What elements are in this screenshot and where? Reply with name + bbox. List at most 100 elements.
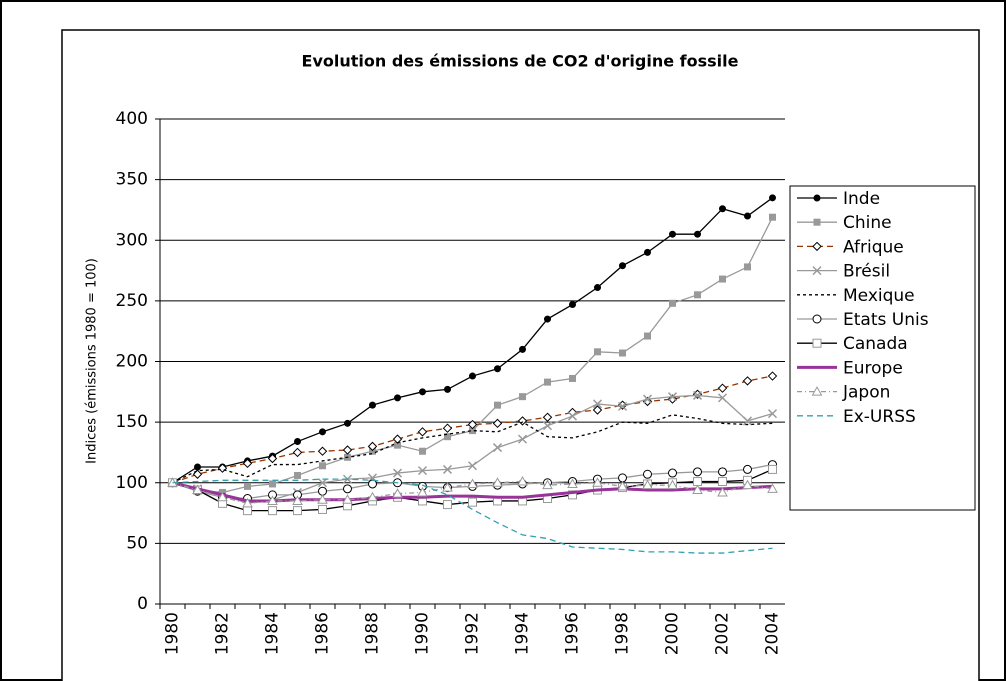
- data-point: [444, 433, 451, 441]
- data-point: [269, 480, 276, 488]
- data-point: [294, 438, 301, 446]
- data-point: [444, 385, 451, 393]
- data-point: [744, 212, 751, 220]
- data-point: [192, 484, 203, 495]
- y-tick-label: 0: [137, 594, 148, 614]
- data-point: [419, 388, 426, 396]
- data-point: [494, 365, 501, 373]
- data-point: [419, 447, 426, 455]
- data-point: [767, 483, 778, 493]
- data-point: [194, 463, 201, 471]
- data-point: [318, 504, 327, 514]
- legend-marker: [811, 386, 823, 396]
- data-point: [517, 434, 528, 444]
- x-tick-label: 2004: [763, 612, 783, 655]
- data-point: [694, 230, 701, 238]
- data-point: [392, 488, 403, 498]
- data-point: [243, 506, 252, 516]
- data-point: [542, 421, 553, 431]
- data-point: [744, 263, 751, 271]
- data-point: [642, 394, 653, 404]
- data-point: [592, 405, 603, 415]
- legend-label: Europe: [843, 358, 903, 378]
- data-point: [394, 441, 401, 449]
- data-point: [292, 495, 303, 505]
- legend-label: Canada: [843, 334, 908, 354]
- y-axis-label: Indices (émissions 1980 = 100): [85, 258, 100, 464]
- data-point: [492, 477, 503, 487]
- data-point: [594, 348, 601, 356]
- data-point: [319, 462, 326, 470]
- data-point: [442, 482, 453, 492]
- data-point: [643, 469, 652, 479]
- data-point: [369, 447, 376, 455]
- data-point: [242, 458, 253, 469]
- data-point: [367, 441, 378, 452]
- x-tick-label: 1994: [513, 612, 533, 655]
- data-point: [767, 409, 778, 419]
- data-point: [667, 479, 678, 490]
- data-point: [717, 393, 728, 403]
- data-point: [719, 205, 726, 213]
- data-point: [692, 390, 703, 400]
- x-tick-label: 1980: [163, 612, 183, 655]
- data-point: [294, 471, 301, 479]
- legend-label: Etats Unis: [843, 310, 929, 330]
- data-point: [494, 401, 501, 409]
- y-tick-label: 400: [116, 109, 148, 129]
- x-tick-label: 1992: [463, 612, 483, 655]
- data-point: [442, 464, 453, 474]
- data-point: [342, 445, 353, 455]
- data-point: [693, 467, 702, 477]
- data-point: [767, 371, 778, 381]
- legend-marker: [812, 266, 822, 276]
- data-point: [592, 477, 603, 487]
- x-tick-label: 2002: [713, 612, 733, 655]
- y-tick-label: 350: [116, 170, 148, 190]
- x-tick-label: 2000: [663, 612, 683, 655]
- data-point: [442, 423, 453, 433]
- data-point: [568, 490, 577, 500]
- data-point: [267, 453, 278, 464]
- legend-label: Japon: [842, 383, 890, 403]
- data-point: [718, 477, 727, 487]
- data-point: [443, 500, 452, 510]
- y-tick-label: 100: [116, 473, 148, 493]
- data-point: [667, 392, 678, 402]
- data-point: [619, 349, 626, 357]
- data-point: [669, 230, 676, 238]
- data-point: [394, 394, 401, 402]
- legend-marker: [813, 218, 821, 226]
- data-point: [244, 482, 251, 490]
- data-point: [617, 480, 628, 491]
- legend-marker: [812, 241, 822, 252]
- data-point: [242, 497, 253, 508]
- data-point: [717, 486, 728, 497]
- data-point: [293, 506, 302, 516]
- data-point: [693, 477, 702, 487]
- data-point: [567, 478, 578, 488]
- data-point: [692, 484, 703, 495]
- data-point: [768, 464, 777, 474]
- data-point: [542, 479, 553, 490]
- data-point: [417, 427, 428, 437]
- data-point: [467, 461, 478, 471]
- data-point: [317, 446, 328, 456]
- data-point: [468, 497, 477, 507]
- legend-label: Inde: [843, 189, 880, 209]
- legend-marker: [813, 194, 821, 202]
- data-point: [742, 479, 753, 490]
- data-point: [318, 486, 327, 496]
- legend-marker: [812, 314, 822, 324]
- data-point: [519, 393, 526, 401]
- data-point: [717, 383, 728, 393]
- data-point: [467, 478, 478, 488]
- data-point: [417, 466, 428, 476]
- data-point: [369, 401, 376, 409]
- series-line: [172, 478, 773, 554]
- data-point: [469, 372, 476, 380]
- data-point: [669, 299, 676, 307]
- data-point: [344, 419, 351, 427]
- data-point: [644, 248, 651, 256]
